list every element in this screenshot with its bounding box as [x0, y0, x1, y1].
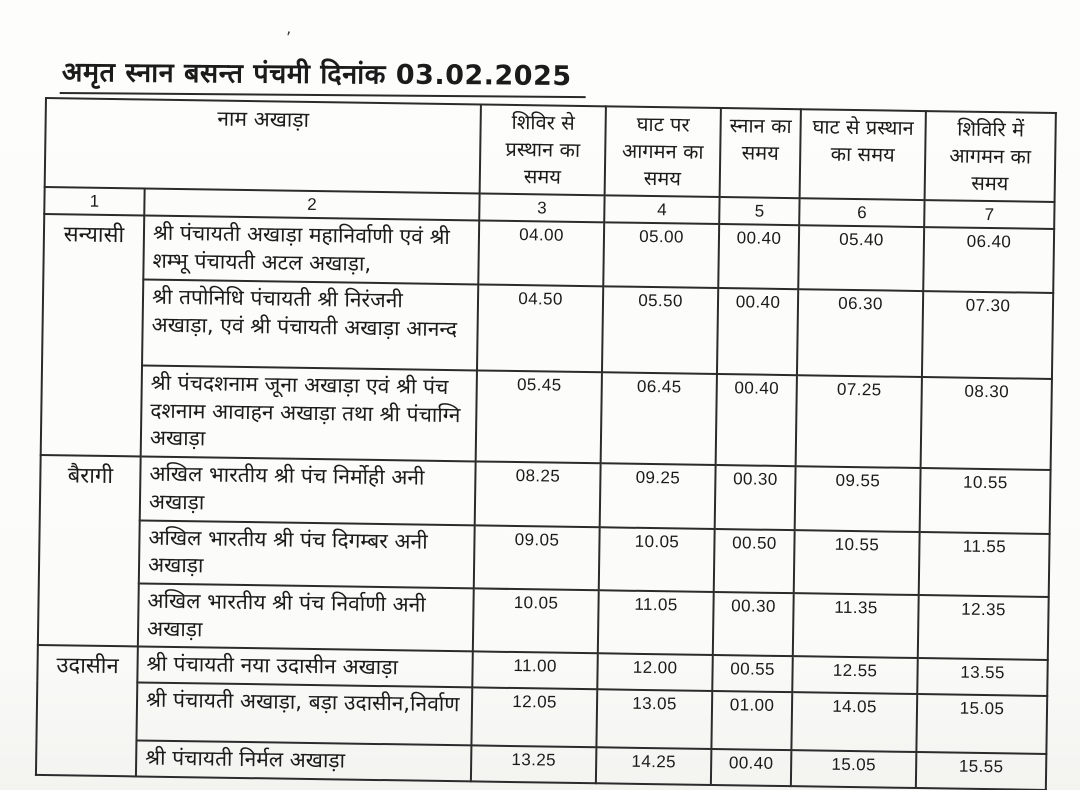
time-cell: 00.40 — [710, 749, 792, 787]
akhara-name-cell: श्री पंचायती नया उदासीन अखाड़ा — [137, 646, 473, 688]
time-cell: 15.05 — [916, 694, 1048, 755]
time-cell: 04.00 — [478, 220, 605, 287]
table-row: श्री पंचदशनाम जूना अखाड़ा एवं श्री पंच द… — [41, 364, 1052, 471]
time-cell: 14.05 — [791, 692, 918, 753]
header-name-akhara: नाम अखाड़ा — [44, 98, 481, 194]
time-cell: 13.55 — [917, 658, 1048, 697]
time-cell: 06.45 — [600, 372, 717, 466]
time-cell: 00.55 — [712, 655, 793, 693]
time-cell: 05.45 — [475, 370, 602, 464]
time-cell: 12.55 — [792, 656, 918, 695]
time-cell: 07.30 — [921, 291, 1054, 379]
time-cell: 11.35 — [792, 593, 919, 659]
time-cell: 08.30 — [920, 377, 1052, 471]
time-cell: 06.30 — [796, 289, 924, 378]
time-cell: 11.00 — [472, 651, 598, 690]
time-cell: 09.05 — [473, 525, 600, 591]
time-cell: 11.55 — [918, 531, 1050, 597]
col-number-6: 6 — [799, 198, 925, 228]
time-cell: 00.30 — [714, 465, 796, 530]
schedule-table: नाम अखाड़ा शिविर से प्रस्थान का समय घाट … — [35, 97, 1057, 790]
time-cell: 11.05 — [597, 590, 714, 656]
col-number-4: 4 — [604, 195, 720, 225]
col-number-1: 1 — [44, 187, 145, 216]
time-cell: 07.25 — [795, 375, 922, 469]
time-cell: 05.40 — [798, 225, 925, 292]
header-camp-arrival-time: शिविरि में आगमन का समय — [924, 111, 1056, 202]
time-cell: 10.05 — [598, 526, 715, 593]
akhara-name-cell: श्री पंचदशनाम जूना अखाड़ा एवं श्री पंच द… — [140, 365, 478, 462]
akhara-name-cell: श्री पंचायती अखाड़ा महानिर्वाणी एवं श्री… — [143, 215, 480, 285]
col-number-5: 5 — [719, 197, 800, 226]
page-title: अमृत स्नान बसन्त पंचमी दिनांक 03.02.2025 — [59, 52, 586, 99]
group-cell-sanyasi: सन्यासी — [40, 214, 145, 457]
group-cell-bairagi: बैरागी — [37, 455, 141, 647]
time-cell: 08.25 — [474, 461, 601, 527]
header-camp-departure-time: शिविर से प्रस्थान का समय — [479, 104, 606, 196]
time-cell: 09.25 — [599, 463, 716, 529]
time-cell: 12.35 — [917, 595, 1049, 661]
time-cell: 05.50 — [601, 286, 719, 374]
time-cell: 00.40 — [715, 373, 797, 467]
time-cell: 14.25 — [595, 747, 712, 786]
header-row: नाम अखाड़ा शिविर से प्रस्थान का समय घाट … — [44, 98, 1056, 202]
akhara-name-cell: अखिल भारतीय श्री पंच दिगम्बर अनी अखाड़ा — [138, 520, 475, 589]
header-snan-time: स्नान का समय — [719, 108, 801, 199]
akhara-name-cell: श्री पंचायती निर्मल अखाड़ा — [135, 740, 472, 782]
akhara-name-cell: श्री तपोनिधि पंचायती श्री निरंजनी अखाड़ा… — [142, 279, 479, 371]
header-ghat-arrival-time: घाट पर आगमन का समय — [604, 106, 721, 198]
time-cell: 13.05 — [596, 689, 713, 750]
col-number-7: 7 — [924, 200, 1055, 229]
time-cell: 13.25 — [470, 745, 597, 784]
time-cell: 10.55 — [793, 529, 920, 596]
header-ghat-departure-time: घाट से प्रस्थान का समय — [799, 109, 926, 201]
time-cell: 15.55 — [915, 752, 1047, 790]
time-cell: 00.30 — [712, 592, 794, 657]
scan-speck: ’ — [286, 28, 292, 47]
time-cell: 06.40 — [923, 227, 1055, 293]
akhara-name-cell: अखिल भारतीय श्री पंच निर्मोही अनी अखाड़ा — [139, 456, 476, 526]
time-cell: 10.55 — [919, 468, 1051, 534]
time-cell: 05.00 — [603, 222, 720, 289]
col-number-3: 3 — [479, 193, 605, 223]
akhara-name-cell: श्री पंचायती अखाड़ा, बड़ा उदासीन,निर्वाण — [136, 682, 473, 746]
time-cell: 00.40 — [718, 224, 800, 290]
time-cell: 12.00 — [597, 653, 713, 692]
table-row: श्री तपोनिधि पंचायती श्री निरंजनी अखाड़ा… — [42, 278, 1054, 379]
time-cell: 00.40 — [716, 288, 799, 376]
time-cell: 09.55 — [794, 466, 921, 532]
time-cell: 15.05 — [790, 750, 917, 789]
group-cell-udasin: उदासीन — [35, 645, 138, 777]
schedule-table-wrapper: नाम अखाड़ा शिविर से प्रस्थान का समय घाट … — [35, 97, 1057, 790]
time-cell: 12.05 — [471, 687, 598, 748]
time-cell: 04.50 — [477, 284, 604, 373]
time-cell: 01.00 — [711, 691, 793, 751]
akhara-name-cell: अखिल भारतीय श्री पंच निर्वाणी अनी अखाड़ा — [137, 583, 474, 652]
time-cell: 10.05 — [472, 588, 599, 654]
time-cell: 00.50 — [713, 528, 795, 594]
